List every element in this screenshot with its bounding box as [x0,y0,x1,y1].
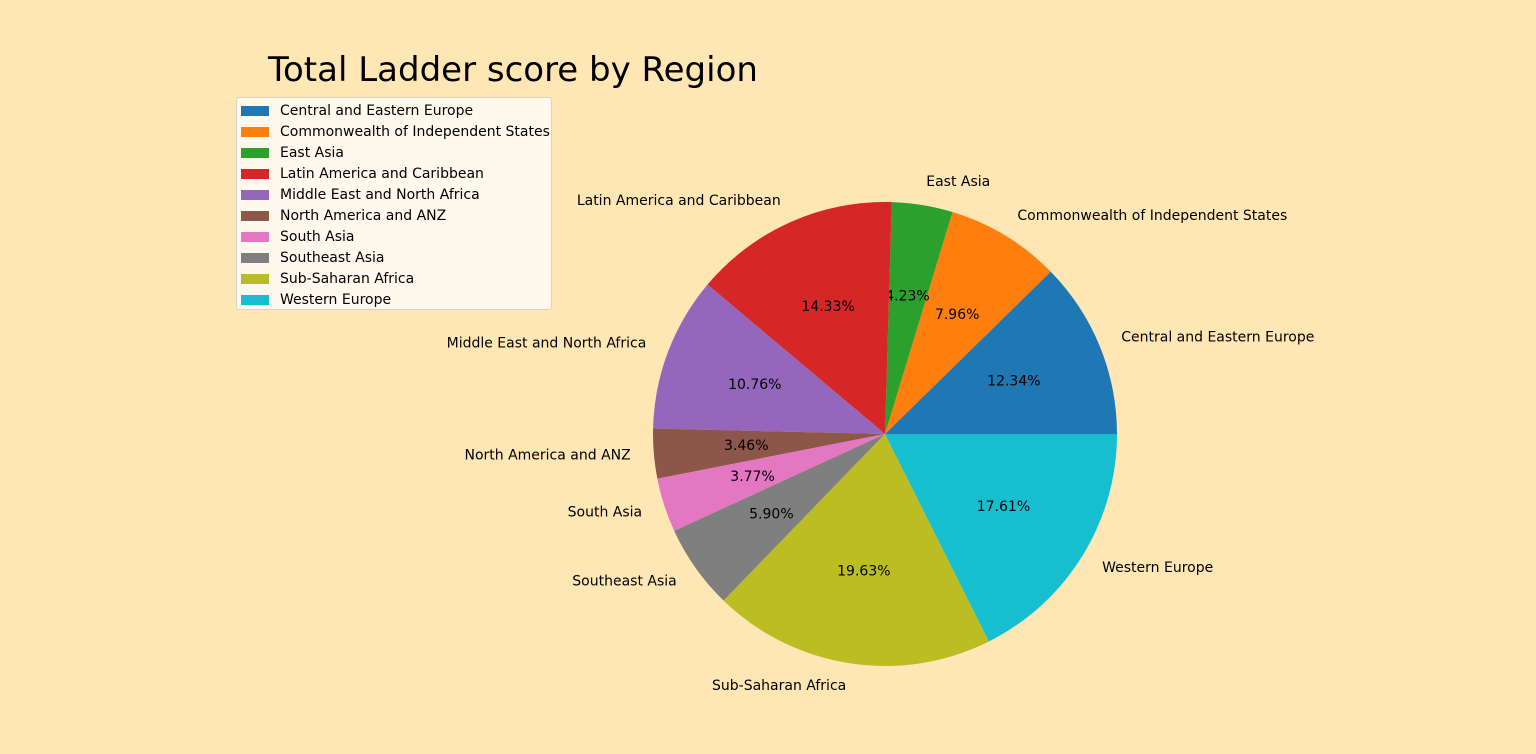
pie-slice-commonwealth-of-independent-states [885,212,1051,434]
legend-label: Latin America and Caribbean [280,165,484,182]
pie-category-label-north-america-and-anz: North America and ANZ [464,448,630,464]
legend-label: Western Europe [280,291,392,308]
legend-item-central-and-eastern-europe: Central and Eastern Europe [241,100,473,121]
legend-swatch [241,168,269,179]
legend-label: South Asia [280,228,355,245]
legend-item-southeast-asia: Southeast Asia [241,247,384,268]
legend-swatch [241,273,269,284]
legend-swatch [241,252,269,263]
pie-slice-east-asia [885,202,953,434]
pie-category-label-southeast-asia: Southeast Asia [572,573,676,589]
legend-swatch [241,210,269,221]
legend-label: Commonwealth of Independent States [280,123,550,140]
legend-swatch [241,105,269,116]
pie-pct-label-commonwealth-of-independent-states: 7.96% [935,307,979,323]
pie-slice-sub-saharan-africa [723,434,989,666]
legend-swatch [241,126,269,137]
pie-pct-label-central-and-eastern-europe: 12.34% [987,373,1040,389]
pie-category-label-sub-saharan-africa: Sub-Saharan Africa [712,678,846,694]
legend-item-north-america-and-anz: North America and ANZ [241,205,446,226]
legend-swatch [241,231,269,242]
pie-pct-label-latin-america-and-caribbean: 14.33% [801,299,854,315]
pie-pct-label-east-asia: 4.23% [885,289,929,305]
pie-category-label-latin-america-and-caribbean: Latin America and Caribbean [577,193,781,209]
pie-pct-label-sub-saharan-africa: 19.63% [837,564,890,580]
legend-label: Southeast Asia [280,249,385,266]
pie-category-label-east-asia: East Asia [926,174,990,190]
pie-category-label-western-europe: Western Europe [1102,560,1213,576]
legend-label: Sub-Saharan Africa [280,270,415,287]
pie-category-label-commonwealth-of-independent-states: Commonwealth of Independent States [1017,208,1287,224]
legend-item-sub-saharan-africa: Sub-Saharan Africa [241,268,414,289]
pie-pct-label-north-america-and-anz: 3.46% [724,438,768,454]
legend-label: East Asia [280,144,344,161]
pie-category-label-central-and-eastern-europe: Central and Eastern Europe [1121,330,1314,346]
pie-slice-western-europe [885,434,1117,642]
pie-category-label-middle-east-and-north-africa: Middle East and North Africa [447,336,647,352]
pie-slice-latin-america-and-caribbean [707,202,892,434]
pie-slice-north-america-and-anz [653,428,885,479]
legend: Central and Eastern Europe Commonwealth o… [236,97,552,310]
legend-swatch [241,189,269,200]
chart-title: Total Ladder score by Region [268,50,758,90]
pie-pct-label-western-europe: 17.61% [977,499,1030,515]
pie-pct-label-south-asia: 3.77% [730,469,774,485]
pie-pct-label-southeast-asia: 5.90% [749,506,793,522]
pie-category-label-south-asia: South Asia [568,504,642,520]
pie-slice-south-asia [657,434,885,531]
pie-slice-southeast-asia [674,434,885,601]
legend-item-western-europe: Western Europe [241,289,391,310]
pie-pct-label-middle-east-and-north-africa: 10.76% [728,377,781,393]
pie-slice-middle-east-and-north-africa [653,284,885,434]
legend-item-south-asia: South Asia [241,226,354,247]
legend-swatch [241,147,269,158]
legend-label: Central and Eastern Europe [280,102,474,119]
legend-item-middle-east-and-north-africa: Middle East and North Africa [241,184,480,205]
legend-label: Middle East and North Africa [280,186,480,203]
legend-item-commonwealth-of-independent-states: Commonwealth of Independent States [241,121,550,142]
legend-label: North America and ANZ [280,207,447,224]
legend-item-latin-america-and-caribbean: Latin America and Caribbean [241,163,484,184]
pie-slice-central-and-eastern-europe [885,271,1117,434]
legend-swatch [241,294,269,305]
legend-item-east-asia: East Asia [241,142,344,163]
